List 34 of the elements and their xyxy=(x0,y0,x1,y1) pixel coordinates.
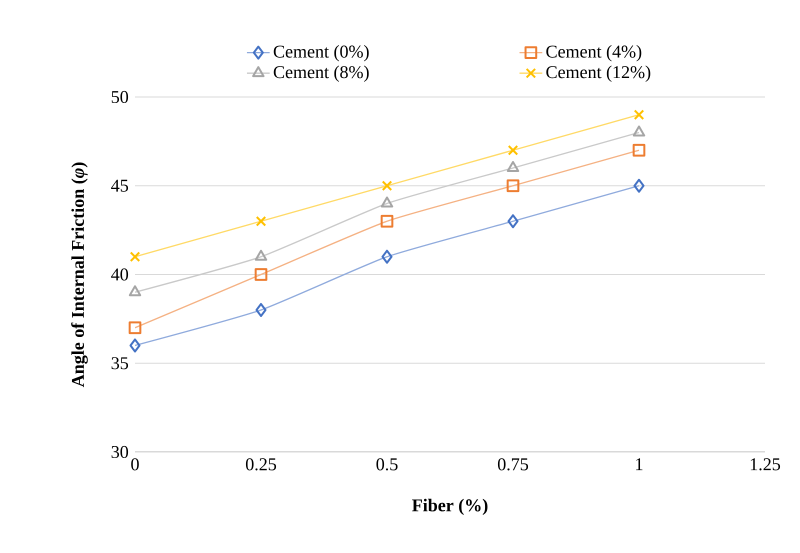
point xyxy=(508,145,518,156)
x-axis-title: Fiber (%) xyxy=(412,498,488,516)
legend-label: Cement (4%) xyxy=(546,45,642,62)
y-tick-label: 40 xyxy=(111,268,128,281)
point xyxy=(506,179,520,192)
x-tick-label: 0.5 xyxy=(376,458,398,470)
point xyxy=(508,214,518,228)
y-tick-label: 50 xyxy=(112,90,128,104)
y-axis-title: Angle of Internal Friction (φ) xyxy=(71,162,88,388)
point xyxy=(380,214,394,228)
x-tick-label: 0.75 xyxy=(498,458,528,470)
point xyxy=(254,250,268,261)
point xyxy=(128,321,142,334)
y-tick-label: 35 xyxy=(112,357,128,370)
x-tick-label: 1 xyxy=(636,458,642,470)
y-tick-label: 30 xyxy=(112,446,128,458)
y-tick-label: 45 xyxy=(111,180,128,192)
x-tick-label: 0 xyxy=(131,458,139,470)
legend-label: Cement (12%) xyxy=(546,66,650,82)
point xyxy=(382,250,393,264)
point xyxy=(634,110,644,120)
x-tick-label: 1.25 xyxy=(750,458,780,470)
x-tick-label: 0.25 xyxy=(246,458,276,470)
point xyxy=(634,178,644,193)
point xyxy=(254,268,268,281)
point xyxy=(128,285,142,296)
point xyxy=(256,216,266,226)
point xyxy=(382,180,392,191)
point xyxy=(130,338,141,352)
legend-label: Cement (8%) xyxy=(274,66,369,82)
legend-label: Cement (0%) xyxy=(274,45,369,62)
point xyxy=(632,144,646,157)
point xyxy=(130,252,140,262)
point xyxy=(256,302,267,317)
